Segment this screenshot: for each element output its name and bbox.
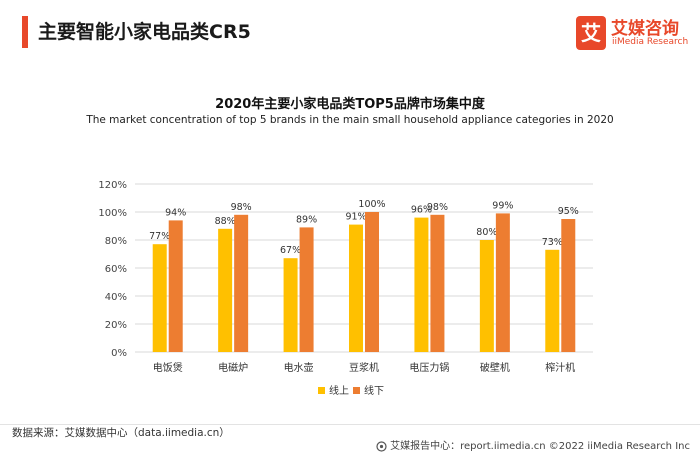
data-label: 80% xyxy=(476,227,497,238)
x-category-label: 电压力锅 xyxy=(409,361,449,374)
logo-name-cn: 艾媒咨询 xyxy=(611,19,679,39)
report-credit: 艾媒报告中心：report.iimedia.cn ©2022 iiMedia R… xyxy=(376,439,690,455)
x-category-label: 破壁机 xyxy=(480,361,510,374)
bar-online xyxy=(152,244,167,352)
data-label: 94% xyxy=(165,207,186,218)
data-label: 91% xyxy=(345,212,366,223)
bar-offline xyxy=(365,212,379,352)
data-label: 95% xyxy=(558,206,579,217)
data-label: 100% xyxy=(358,199,385,210)
data-label: 96% xyxy=(411,205,432,216)
title-accent-bar xyxy=(22,16,28,48)
logo-badge: 艾 xyxy=(576,16,606,50)
x-category-label: 电饭煲 xyxy=(153,361,183,374)
legend-swatch xyxy=(318,387,325,394)
data-label: 98% xyxy=(231,202,252,213)
bar-offline xyxy=(234,214,249,352)
bar-online xyxy=(479,240,494,352)
bar-chart: 0% 20% 40% 60% 80% 100% 120% 77% 94% 电饭煲 88% 98% 电磁炉… xyxy=(98,180,593,397)
y-tick-label: 20% xyxy=(105,320,127,331)
bar-offline xyxy=(430,214,445,352)
brand-logo[interactable]: 艾 艾媒咨询 iiMedia Research xyxy=(576,14,692,58)
x-category-label: 电磁炉 xyxy=(218,361,248,374)
chart-subtitle: The market concentration of top 5 brands… xyxy=(86,114,614,126)
y-tick-label: 100% xyxy=(98,208,127,219)
bar-online xyxy=(218,228,233,352)
bar-offline xyxy=(561,219,576,352)
x-category-label: 榨汁机 xyxy=(545,361,575,374)
y-tick-label: 80% xyxy=(105,236,127,247)
x-category-label: 电水壶 xyxy=(284,361,314,374)
bar-offline xyxy=(168,220,183,352)
data-label: 98% xyxy=(427,202,448,213)
bar-online xyxy=(414,217,429,352)
page-title: 主要智能小家电品类CR5 xyxy=(38,21,251,43)
chart-title: 2020年主要小家电品类TOP5品牌市场集中度 xyxy=(215,97,485,112)
bar-offline xyxy=(495,213,510,352)
data-label: 77% xyxy=(149,231,170,242)
logo-name-en: iiMedia Research xyxy=(612,37,689,47)
data-label: 88% xyxy=(215,216,236,227)
footer-divider xyxy=(0,424,700,425)
data-label: 99% xyxy=(492,200,513,211)
y-tick-label: 120% xyxy=(98,180,127,191)
data-label: 67% xyxy=(280,245,301,256)
bar-offline xyxy=(299,227,314,352)
legend-label: 线下 xyxy=(364,384,384,397)
y-tick-label: 60% xyxy=(105,264,127,275)
y-tick-label: 40% xyxy=(105,292,127,303)
legend-label: 线上 xyxy=(329,384,349,397)
x-category-label: 豆浆机 xyxy=(349,361,379,374)
bar-online xyxy=(283,258,298,352)
data-label: 73% xyxy=(542,237,563,248)
data-source: 数据来源：艾媒数据中心（data.iimedia.cn） xyxy=(12,427,230,439)
report-icon xyxy=(376,440,387,452)
data-label: 89% xyxy=(296,214,317,225)
legend-swatch xyxy=(353,387,360,394)
bar-online xyxy=(545,249,560,352)
bar-online xyxy=(349,224,363,352)
y-tick-label: 0% xyxy=(111,348,127,359)
report-text: 艾媒报告中心：report.iimedia.cn ©2022 iiMedia R… xyxy=(390,441,690,452)
